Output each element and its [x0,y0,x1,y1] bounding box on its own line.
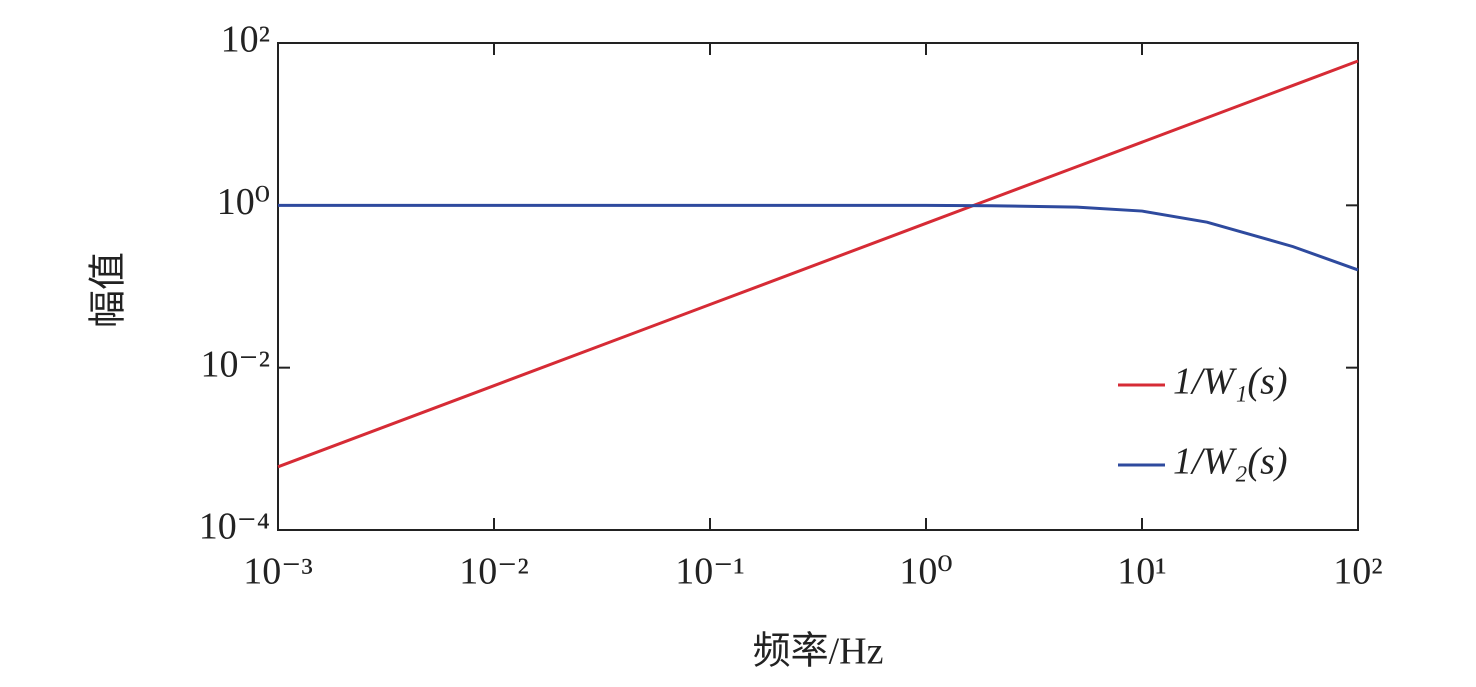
legend-label: 1/W₂(s) [1173,441,1288,483]
x-tick-label: 10¹ [1117,551,1166,593]
legend-label: 1/W₁(s) [1173,361,1288,403]
y-tick-label: 10⁻⁴ [199,506,270,548]
x-tick-label: 10⁻³ [243,551,312,593]
x-tick-label: 10⁻² [459,551,528,593]
series-line [278,203,1359,272]
y-tick-label: 10⁰ [217,181,270,223]
x-axis-label: 频率/Hz [753,631,884,673]
series-line [277,59,1359,469]
x-tick-label: 10⁰ [899,551,952,593]
y-tick-label: 10² [221,19,270,61]
plot-frame [277,42,1359,531]
x-tick-label: 10⁻¹ [675,551,744,593]
y-tick-label: 10⁻² [201,343,270,385]
y-axis-label: 幅值 [88,252,130,328]
x-tick-label: 10² [1333,551,1382,593]
